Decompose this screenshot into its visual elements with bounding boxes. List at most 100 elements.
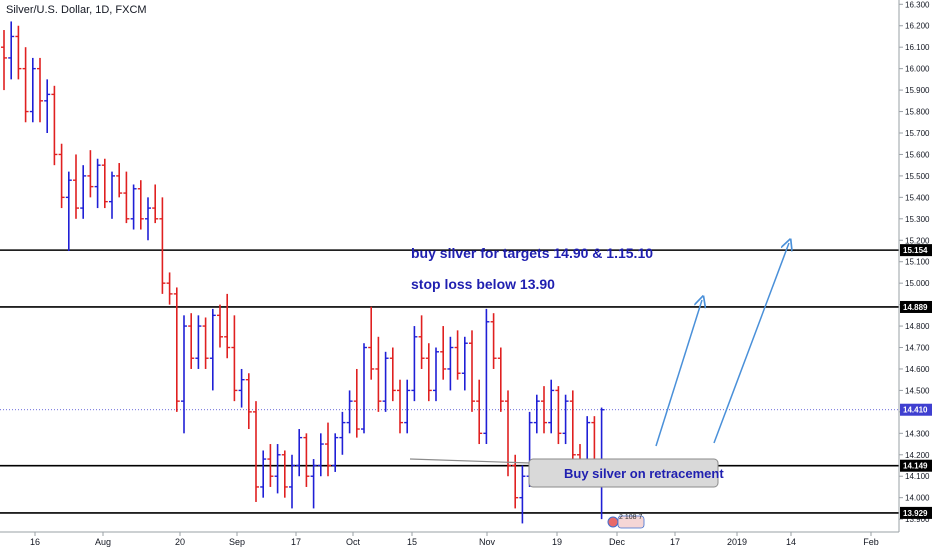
x-tick-label: Nov — [479, 537, 496, 547]
y-tick-label: 14.300 — [905, 429, 930, 438]
level-price-label: 15.154 — [903, 246, 928, 255]
targets-annotation: buy silver for targets 14.90 & 1.15.10 — [411, 245, 653, 261]
ohlc-bar — [490, 313, 497, 369]
y-tick-label: 15.600 — [905, 150, 930, 159]
ohlc-bar — [440, 326, 447, 380]
y-tick-label: 14.800 — [905, 322, 930, 331]
x-tick-label: Feb — [863, 537, 879, 547]
y-tick-label: 13.900 — [905, 515, 930, 524]
ohlc-bar — [253, 401, 259, 502]
ohlc-bar — [1, 30, 7, 91]
ohlc-bar — [51, 85, 58, 166]
y-tick-label: 15.300 — [905, 215, 930, 224]
ohlc-bar — [505, 390, 511, 477]
ohlc-bar — [195, 315, 202, 369]
y-tick-label: 14.600 — [905, 365, 930, 374]
ohlc-bar — [159, 197, 166, 294]
y-tick-label: 15.900 — [905, 86, 930, 95]
level-price-tag — [900, 506, 932, 519]
ohlc-bar — [339, 411, 346, 455]
ohlc-bar — [418, 315, 425, 369]
chart-title: Silver/U.S. Dollar, 1D, FXCM — [6, 4, 147, 16]
ohlc-bar — [332, 433, 339, 472]
y-tick-label: 14.100 — [905, 472, 930, 481]
x-tick-label: 17 — [291, 537, 301, 547]
level-price-tag — [900, 459, 932, 472]
ohlc-bar — [173, 287, 180, 412]
ohlc-bar — [476, 379, 483, 445]
ohlc-bar — [404, 379, 411, 434]
ohlc-bar — [123, 171, 130, 224]
ohlc-bar — [145, 197, 151, 241]
y-tick-label: 15.000 — [905, 279, 930, 288]
x-tick-label: Dec — [609, 537, 626, 547]
ohlc-bar — [289, 454, 295, 509]
x-tick-label: 2019 — [727, 537, 747, 547]
last-price-label: 14.410 — [903, 406, 928, 415]
level-price-label: 13.929 — [903, 509, 928, 518]
y-tick-label: 16.100 — [905, 43, 930, 52]
ohlc-bar — [152, 184, 159, 224]
level-price-label: 14.889 — [903, 303, 928, 312]
y-tick-label: 14.200 — [905, 451, 930, 460]
ohlc-bar — [65, 171, 72, 251]
x-tick-label: Oct — [346, 537, 361, 547]
y-tick-label: 16.300 — [905, 0, 930, 9]
ohlc-bar — [37, 57, 43, 123]
last-price-tag — [900, 403, 932, 416]
ohlc-bar — [569, 390, 576, 466]
ohlc-bar — [425, 343, 432, 402]
ohlc-bar — [80, 165, 87, 219]
ohlc-bar — [483, 308, 490, 445]
x-tick-label: 14 — [786, 537, 796, 547]
ohlc-bar — [116, 163, 123, 198]
ohlc-bar — [548, 379, 555, 434]
ohlc-bar — [303, 433, 310, 487]
y-tick-label: 16.200 — [905, 22, 930, 31]
ohlc-bar — [137, 180, 144, 230]
ohlc-bar — [325, 422, 331, 477]
ohlc-bar — [317, 433, 324, 477]
callout-box[interactable] — [528, 458, 719, 488]
ohlc-bar — [188, 313, 195, 369]
ohlc-bar — [389, 347, 396, 402]
ohlc-bar — [519, 465, 526, 524]
watermark-text: 2 108 7 — [619, 514, 642, 521]
ohlc-bar — [555, 386, 562, 445]
target-arrow-2 — [713, 243, 789, 444]
level-price-label: 14.149 — [903, 462, 928, 471]
x-tick-label: Sep — [229, 537, 245, 547]
ohlc-bar — [433, 347, 439, 402]
ohlc-bar — [296, 429, 303, 477]
ohlc-bar — [130, 184, 137, 230]
x-tick-label: 20 — [175, 537, 185, 547]
ohlc-bar — [411, 326, 418, 402]
ohlc-bar — [469, 330, 475, 412]
ohlc-bar — [368, 306, 375, 380]
ohlc-bar — [454, 330, 461, 380]
ohlc-bar — [238, 368, 245, 408]
ohlc-bar — [22, 47, 29, 123]
ohlc-bar — [15, 25, 22, 80]
ohlc-bar — [101, 158, 108, 209]
ohlc-bar — [245, 373, 252, 430]
ohlc-bar — [181, 315, 187, 434]
y-tick-label: 14.500 — [905, 386, 930, 395]
x-tick-label: 16 — [30, 537, 40, 547]
ohlc-bar — [202, 317, 209, 369]
y-tick-label: 14.700 — [905, 344, 930, 353]
y-tick-label: 15.100 — [905, 258, 930, 267]
ohlc-bar — [461, 336, 468, 391]
ohlc-bar — [562, 394, 569, 445]
stop-loss-annotation: stop loss below 13.90 — [411, 276, 555, 292]
ohlc-bar — [281, 450, 288, 498]
ohlc-bar — [382, 351, 389, 412]
ohlc-bar — [217, 304, 223, 348]
ohlc-bar — [310, 459, 317, 509]
ohlc-bar — [94, 158, 101, 209]
ohlc-bar — [533, 394, 540, 434]
ohlc-bar — [109, 171, 115, 219]
x-tick-label: 19 — [552, 537, 562, 547]
y-tick-label: 15.500 — [905, 172, 930, 181]
